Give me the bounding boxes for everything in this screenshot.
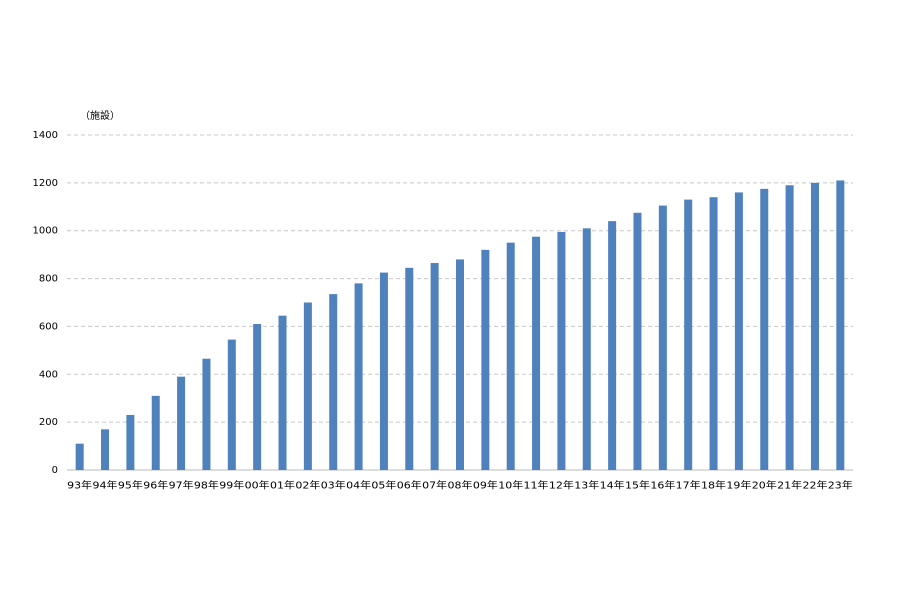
bar [278,315,287,470]
bar [785,185,794,470]
x-tick-label: 03年 [321,480,347,492]
y-tick-label: 600 [39,321,58,332]
x-tick-label: 08年 [448,480,474,492]
bar [481,249,490,470]
bar [202,358,211,470]
y-tick-label: 200 [39,417,58,428]
y-tick-label: 0 [52,465,58,476]
x-tick-label: 17年 [676,480,702,492]
x-tick-label: 99年 [219,480,245,492]
x-tick-label: 95年 [118,480,144,492]
bar [582,228,591,470]
x-tick-label: 97年 [169,480,195,492]
x-tick-label: 09年 [473,480,499,492]
bar [354,283,363,470]
x-tick-label: 94年 [93,480,119,492]
x-tick-label: 23年 [828,480,854,492]
bar [303,302,312,470]
x-tick-label: 12年 [549,480,575,492]
y-tick-label: 1000 [33,226,58,237]
bar [734,192,743,470]
x-tick-label: 13年 [574,480,600,492]
bar [506,242,515,470]
x-tick-label: 00年 [245,480,271,492]
bar [633,212,642,470]
y-axis-label: （施設） [80,109,120,122]
x-tick-label: 21年 [777,480,803,492]
x-tick-label: 10年 [498,480,524,492]
bar [684,199,693,470]
bar [151,395,160,470]
bar [177,376,186,470]
bar [126,414,135,470]
y-tick-label: 1200 [33,178,58,189]
bar [608,221,617,470]
bar [75,443,84,470]
bar [557,231,566,470]
x-tick-label: 22年 [802,480,828,492]
x-tick-label: 15年 [625,480,651,492]
x-tick-label: 98年 [194,480,220,492]
x-tick-label: 20年 [752,480,778,492]
bar [101,429,110,470]
x-tick-label: 93年 [67,480,93,492]
x-tick-label: 02年 [295,480,321,492]
bar [658,205,667,470]
bar [709,197,718,470]
x-tick-label: 07年 [422,480,448,492]
y-tick-label: 400 [39,369,58,380]
x-tick-label: 16年 [650,480,676,492]
x-tick-label: 05年 [371,480,397,492]
x-tick-label: 11年 [524,480,550,492]
bar [760,188,769,470]
x-tick-label: 01年 [270,480,296,492]
x-tick-label: 06年 [397,480,423,492]
bar [836,180,845,470]
bar [430,263,439,470]
y-tick-label: 800 [39,274,58,285]
bar [253,324,262,470]
bar [329,294,338,470]
x-tick-label: 19年 [726,480,752,492]
x-tick-label: 14年 [600,480,626,492]
x-tick-label: 96年 [143,480,169,492]
bar [456,259,464,470]
bar [227,339,236,470]
bar [405,267,414,470]
x-tick-label: 18年 [701,480,727,492]
bar [532,236,541,470]
bar [379,272,388,470]
bar [810,182,819,470]
y-tick-label: 1400 [33,130,58,141]
x-tick-label: 04年 [346,480,372,492]
